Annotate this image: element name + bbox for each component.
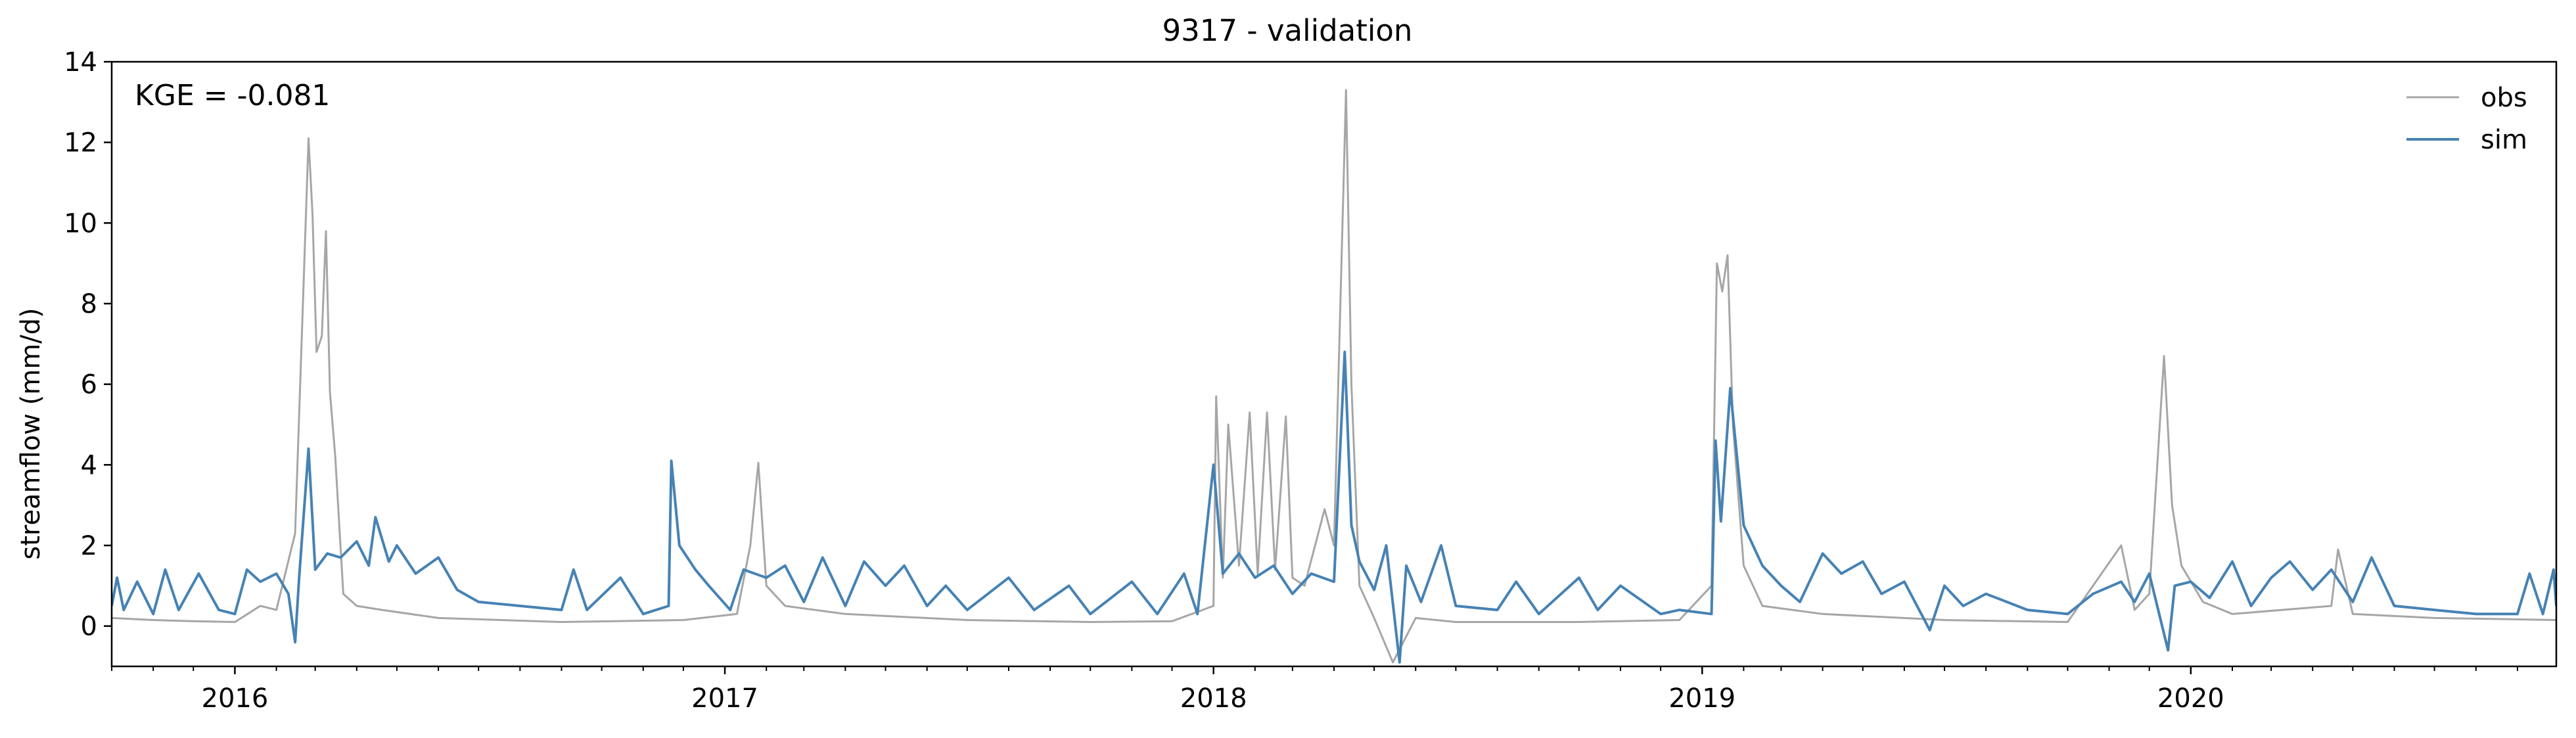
y-tick-label: 6 [81,370,97,400]
x-tick-label: 2019 [1668,683,1736,714]
y-tick-label: 0 [81,612,97,642]
y-tick-label: 2 [81,531,97,561]
y-axis: 0 2 4 6 8 10 12 14 [64,47,112,642]
y-tick-label: 14 [64,47,97,78]
x-tick-label: 2020 [2157,683,2224,714]
y-tick-label: 8 [81,289,97,319]
legend-label-obs: obs [2481,83,2527,113]
legend-label-sim: sim [2481,125,2527,155]
series-line-sim [112,350,2556,664]
y-tick-label: 10 [64,208,97,239]
chart-title: 9317 - validation [1162,13,1413,48]
y-axis-label: streamflow (mm/d) [16,308,46,559]
y-tick-label: 4 [81,450,97,480]
legend: obs sim [2406,83,2527,155]
kge-annotation: KGE = -0.081 [135,79,330,112]
x-axis: 2016 2017 2018 2019 2020 [111,666,2518,714]
x-tick-label: 2017 [691,683,758,714]
x-tick-label: 2016 [202,683,269,714]
y-tick-label: 12 [64,128,97,158]
x-tick-label: 2018 [1180,683,1247,714]
